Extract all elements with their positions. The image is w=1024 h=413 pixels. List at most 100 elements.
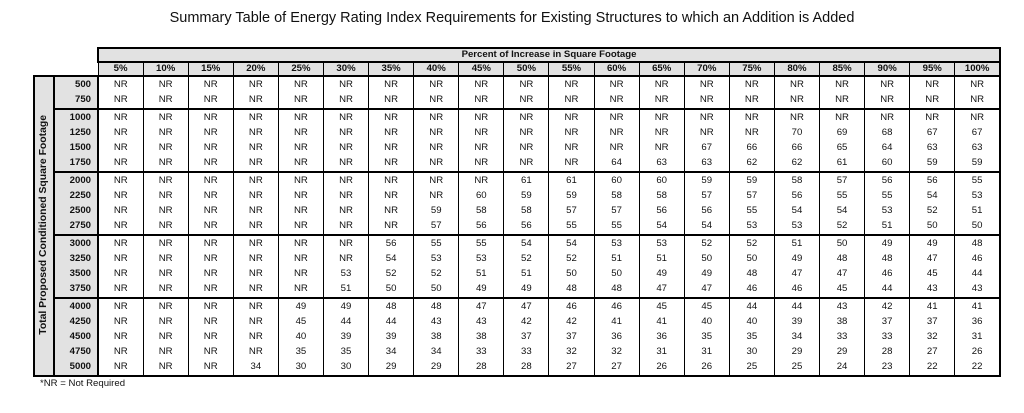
table-cell: NR bbox=[97, 251, 144, 267]
table-cell: 43 bbox=[954, 281, 1002, 298]
table-cell: NR bbox=[683, 92, 730, 109]
table-cell: 43 bbox=[458, 314, 505, 330]
table-cell: 52 bbox=[548, 251, 595, 267]
table-cell: 48 bbox=[728, 266, 775, 282]
table-cell: 57 bbox=[818, 170, 866, 189]
table-cell: 33 bbox=[818, 329, 866, 345]
table-cell: 56 bbox=[909, 170, 956, 189]
table-cell: NR bbox=[954, 74, 1002, 93]
column-header: 30% bbox=[322, 62, 370, 77]
table-cell: NR bbox=[142, 92, 189, 109]
percent-header-row: 5% 10% 15% 20% 25% 30% 35% 40% 45% 50% 55% 60% 65% 70… bbox=[34, 62, 1002, 77]
table-cell: 50 bbox=[593, 266, 640, 282]
table-cell: NR bbox=[277, 233, 324, 252]
table-cell: 63 bbox=[909, 140, 956, 156]
column-header: 60% bbox=[593, 62, 640, 77]
table-cell: 44 bbox=[728, 296, 775, 315]
table-cell: 50 bbox=[368, 281, 415, 298]
table-cell: 55 bbox=[864, 188, 911, 204]
table-cell: 65 bbox=[818, 140, 866, 156]
table-cell: 22 bbox=[909, 359, 956, 377]
table-cell: NR bbox=[142, 155, 189, 172]
table-cell: 57 bbox=[683, 188, 730, 204]
table-cell: NR bbox=[322, 74, 370, 93]
table-row: 2250 NR NR NR NR NR NR NR NR 60 59 59 58 58 57 57 56 55 55… bbox=[34, 188, 1002, 204]
table-cell: 64 bbox=[864, 140, 911, 156]
table-row: 3750 NR NR NR NR NR 51 50 50 49 49 48 48 47 47 46 46 45 44… bbox=[34, 281, 1002, 298]
table-cell: NR bbox=[97, 296, 144, 315]
table-cell: NR bbox=[638, 107, 685, 126]
table-row: 1750 NR NR NR NR NR NR NR NR NR NR NR 64 63 63 62 62 61 60… bbox=[34, 155, 1002, 172]
table-cell: 31 bbox=[954, 329, 1002, 345]
table-cell: 46 bbox=[593, 296, 640, 315]
table-cell: 24 bbox=[818, 359, 866, 377]
table-cell: 51 bbox=[458, 266, 505, 282]
table-cell: NR bbox=[954, 107, 1002, 126]
table-cell: NR bbox=[683, 107, 730, 126]
table-cell: NR bbox=[728, 74, 775, 93]
table-cell: 67 bbox=[683, 140, 730, 156]
table-cell: 53 bbox=[864, 203, 911, 219]
table-cell: NR bbox=[864, 92, 911, 109]
table-cell: NR bbox=[413, 170, 460, 189]
table-cell: 41 bbox=[909, 296, 956, 315]
table-cell: 45 bbox=[818, 281, 866, 298]
row-label: 500 bbox=[53, 74, 99, 93]
table-cell: NR bbox=[232, 344, 279, 360]
corner-blank bbox=[34, 48, 98, 62]
column-header: 15% bbox=[187, 62, 234, 77]
table-cell: 38 bbox=[818, 314, 866, 330]
table-cell: NR bbox=[773, 74, 821, 93]
table-cell: 51 bbox=[954, 203, 1002, 219]
table-cell: 59 bbox=[503, 188, 550, 204]
row-label: 3250 bbox=[53, 251, 99, 267]
column-header: 25% bbox=[277, 62, 324, 77]
table-cell: 54 bbox=[818, 203, 866, 219]
table-cell: 49 bbox=[322, 296, 370, 315]
table-cell: NR bbox=[232, 74, 279, 93]
table-cell: 57 bbox=[548, 203, 595, 219]
table-cell: 37 bbox=[503, 329, 550, 345]
table-cell: 54 bbox=[368, 251, 415, 267]
table-cell: NR bbox=[142, 344, 189, 360]
table-cell: 51 bbox=[503, 266, 550, 282]
table-cell: 33 bbox=[458, 344, 505, 360]
table-cell: 32 bbox=[909, 329, 956, 345]
table-cell: 52 bbox=[503, 251, 550, 267]
table-cell: NR bbox=[548, 155, 595, 172]
table-cell: NR bbox=[503, 125, 550, 141]
table-cell: 26 bbox=[638, 359, 685, 377]
table-cell: NR bbox=[368, 170, 415, 189]
table-cell: NR bbox=[187, 314, 234, 330]
table-cell: 40 bbox=[277, 329, 324, 345]
table-cell: NR bbox=[593, 125, 640, 141]
table-cell: NR bbox=[277, 188, 324, 204]
table-cell: 49 bbox=[503, 281, 550, 298]
table-cell: 46 bbox=[954, 251, 1002, 267]
table-cell: NR bbox=[187, 140, 234, 156]
table-cell: 33 bbox=[503, 344, 550, 360]
table-cell: NR bbox=[277, 125, 324, 141]
table-cell: NR bbox=[638, 125, 685, 141]
table-cell: 52 bbox=[728, 233, 775, 252]
row-label: 2000 bbox=[53, 170, 99, 189]
table-cell: 49 bbox=[277, 296, 324, 315]
row-label: 1500 bbox=[53, 140, 99, 156]
table-row: 4750 NR NR NR NR 35 35 34 34 33 33 32 32 31 31 30 29 29 28… bbox=[34, 344, 1002, 360]
row-label: 1250 bbox=[53, 125, 99, 141]
table-cell: 61 bbox=[818, 155, 866, 172]
table-cell: NR bbox=[232, 170, 279, 189]
table-row: 4000 NR NR NR NR 49 49 48 48 47 47 46 46 45 45 44 44 43 42… bbox=[34, 296, 1002, 315]
table-cell: NR bbox=[187, 329, 234, 345]
column-group-label: Percent of Increase in Square Footage bbox=[97, 47, 1001, 63]
row-group-label: Total Proposed Conditioned Square Footag… bbox=[33, 75, 55, 377]
table-cell: NR bbox=[413, 188, 460, 204]
table-row: 3000 NR NR NR NR NR NR 56 55 55 54 54 53 53 52 52 51 50 49… bbox=[34, 233, 1002, 252]
table-cell: NR bbox=[322, 251, 370, 267]
table-cell: 30 bbox=[322, 359, 370, 377]
table-cell: 59 bbox=[548, 188, 595, 204]
column-header: 85% bbox=[818, 62, 866, 77]
table-cell: NR bbox=[187, 155, 234, 172]
table-cell: NR bbox=[97, 107, 144, 126]
table-cell: 28 bbox=[864, 344, 911, 360]
